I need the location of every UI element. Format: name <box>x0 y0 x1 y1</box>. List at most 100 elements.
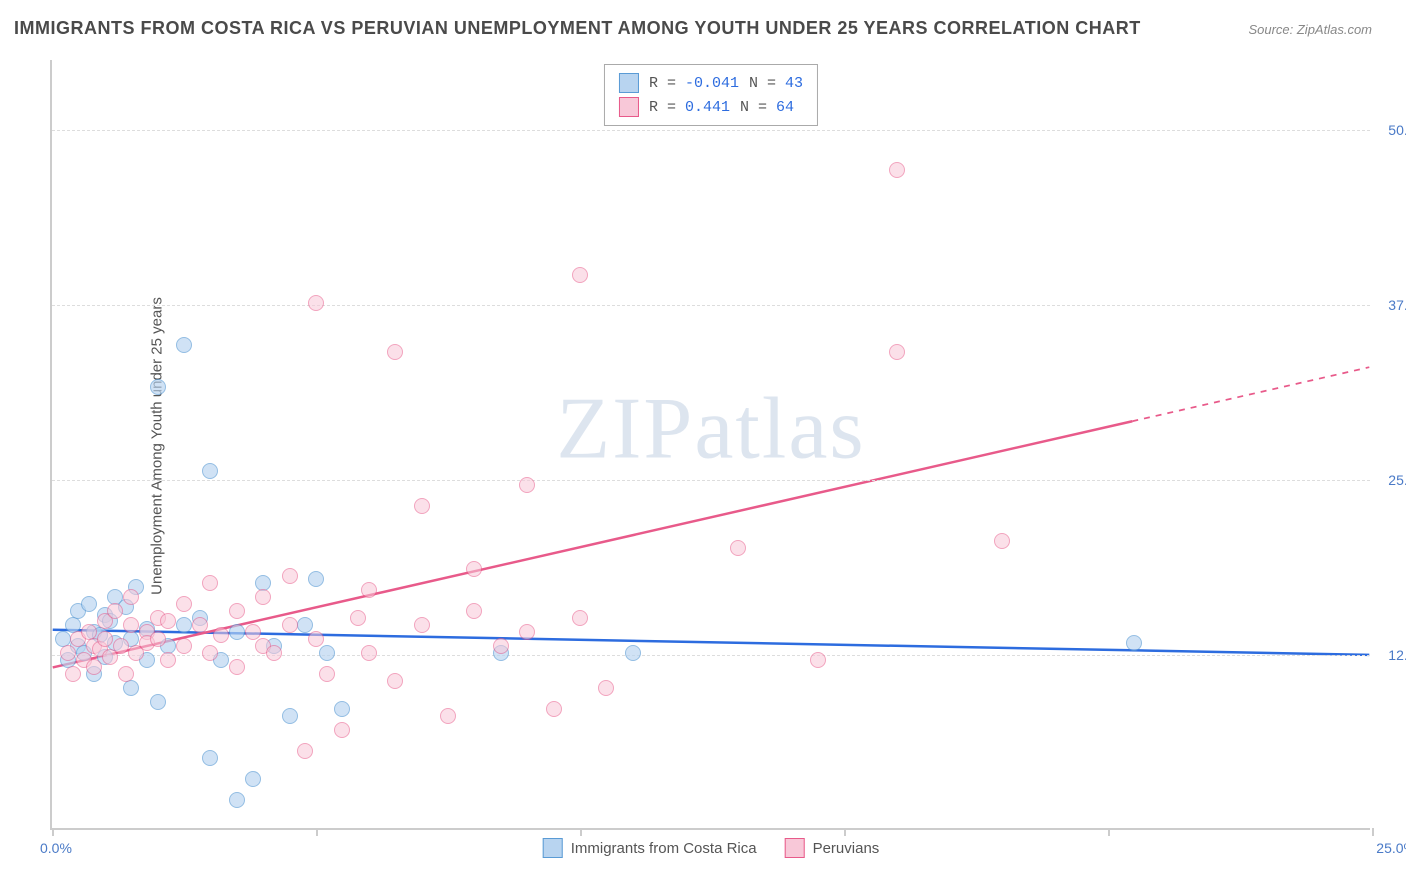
marker-peruvians <box>65 666 81 682</box>
source-attribution: Source: ZipAtlas.com <box>1248 22 1372 37</box>
marker-peruvians <box>350 610 366 626</box>
marker-costa-rica <box>282 708 298 724</box>
marker-costa-rica <box>625 645 641 661</box>
marker-peruvians <box>994 533 1010 549</box>
marker-peruvians <box>160 652 176 668</box>
marker-peruvians <box>229 603 245 619</box>
legend-n: N = 43 <box>749 75 803 92</box>
marker-peruvians <box>229 659 245 675</box>
plot-area: ZIPatlas R = -0.041 N = 43 R = 0.441 N = 64… <box>50 60 1370 830</box>
legend-item: Immigrants from Costa Rica <box>543 838 757 858</box>
marker-peruvians <box>572 267 588 283</box>
watermark: ZIPatlas <box>556 378 865 479</box>
gridline <box>52 130 1370 131</box>
x-tick <box>580 828 582 836</box>
gridline <box>52 305 1370 306</box>
legend-swatch <box>785 838 805 858</box>
x-tick <box>316 828 318 836</box>
marker-peruvians <box>414 617 430 633</box>
x-tick <box>52 828 54 836</box>
marker-peruvians <box>60 645 76 661</box>
marker-costa-rica <box>202 463 218 479</box>
x-axis-min-label: 0.0% <box>40 840 72 856</box>
x-axis-max-label: 25.0% <box>1376 840 1406 856</box>
marker-peruvians <box>176 638 192 654</box>
marker-peruvians <box>493 638 509 654</box>
marker-costa-rica <box>81 596 97 612</box>
legend-r: R = 0.441 <box>649 99 730 116</box>
chart-title: IMMIGRANTS FROM COSTA RICA VS PERUVIAN U… <box>14 18 1141 39</box>
marker-peruvians <box>414 498 430 514</box>
legend-stats-box: R = -0.041 N = 43 R = 0.441 N = 64 <box>604 64 818 126</box>
legend-bottom: Immigrants from Costa Rica Peruvians <box>543 838 880 858</box>
marker-peruvians <box>118 666 134 682</box>
x-tick <box>1108 828 1110 836</box>
marker-costa-rica <box>229 624 245 640</box>
legend-item: Peruvians <box>785 838 880 858</box>
marker-peruvians <box>889 162 905 178</box>
marker-costa-rica <box>297 617 313 633</box>
marker-peruvians <box>107 603 123 619</box>
marker-costa-rica <box>202 750 218 766</box>
x-tick <box>844 828 846 836</box>
marker-peruvians <box>176 596 192 612</box>
y-tick-label: 37.5% <box>1388 297 1406 313</box>
marker-costa-rica <box>176 337 192 353</box>
marker-peruvians <box>519 477 535 493</box>
marker-peruvians <box>255 589 271 605</box>
marker-costa-rica <box>1126 635 1142 651</box>
marker-peruvians <box>282 617 298 633</box>
legend-stat-row: R = 0.441 N = 64 <box>619 95 803 119</box>
watermark-bold: ZIP <box>556 380 694 477</box>
marker-peruvians <box>113 638 129 654</box>
marker-peruvians <box>160 613 176 629</box>
marker-peruvians <box>889 344 905 360</box>
marker-peruvians <box>466 603 482 619</box>
marker-peruvians <box>361 582 377 598</box>
marker-costa-rica <box>123 680 139 696</box>
marker-peruvians <box>297 743 313 759</box>
y-tick-label: 50.0% <box>1388 122 1406 138</box>
marker-peruvians <box>319 666 335 682</box>
legend-swatch <box>619 97 639 117</box>
gridline <box>52 655 1370 656</box>
marker-peruvians <box>334 722 350 738</box>
marker-peruvians <box>810 652 826 668</box>
marker-peruvians <box>202 645 218 661</box>
marker-costa-rica <box>176 617 192 633</box>
marker-peruvians <box>86 659 102 675</box>
marker-peruvians <box>387 673 403 689</box>
marker-peruvians <box>546 701 562 717</box>
legend-r: R = -0.041 <box>649 75 739 92</box>
marker-costa-rica <box>229 792 245 808</box>
trend-lines-svg <box>52 60 1370 828</box>
marker-peruvians <box>387 344 403 360</box>
marker-costa-rica <box>319 645 335 661</box>
marker-peruvians <box>730 540 746 556</box>
marker-peruvians <box>361 645 377 661</box>
marker-costa-rica <box>150 379 166 395</box>
legend-label: Peruvians <box>813 840 880 857</box>
marker-peruvians <box>308 631 324 647</box>
legend-label: Immigrants from Costa Rica <box>571 840 757 857</box>
legend-n: N = 64 <box>740 99 794 116</box>
marker-peruvians <box>123 617 139 633</box>
y-tick-label: 25.0% <box>1388 472 1406 488</box>
marker-costa-rica <box>308 571 324 587</box>
legend-swatch <box>543 838 563 858</box>
marker-peruvians <box>97 631 113 647</box>
watermark-light: atlas <box>694 380 865 477</box>
marker-costa-rica <box>334 701 350 717</box>
marker-peruvians <box>245 624 261 640</box>
marker-peruvians <box>466 561 482 577</box>
marker-costa-rica <box>245 771 261 787</box>
legend-swatch <box>619 73 639 93</box>
marker-peruvians <box>266 645 282 661</box>
marker-peruvians <box>150 631 166 647</box>
marker-peruvians <box>572 610 588 626</box>
marker-peruvians <box>192 617 208 633</box>
marker-peruvians <box>519 624 535 640</box>
marker-peruvians <box>308 295 324 311</box>
marker-peruvians <box>598 680 614 696</box>
marker-peruvians <box>282 568 298 584</box>
